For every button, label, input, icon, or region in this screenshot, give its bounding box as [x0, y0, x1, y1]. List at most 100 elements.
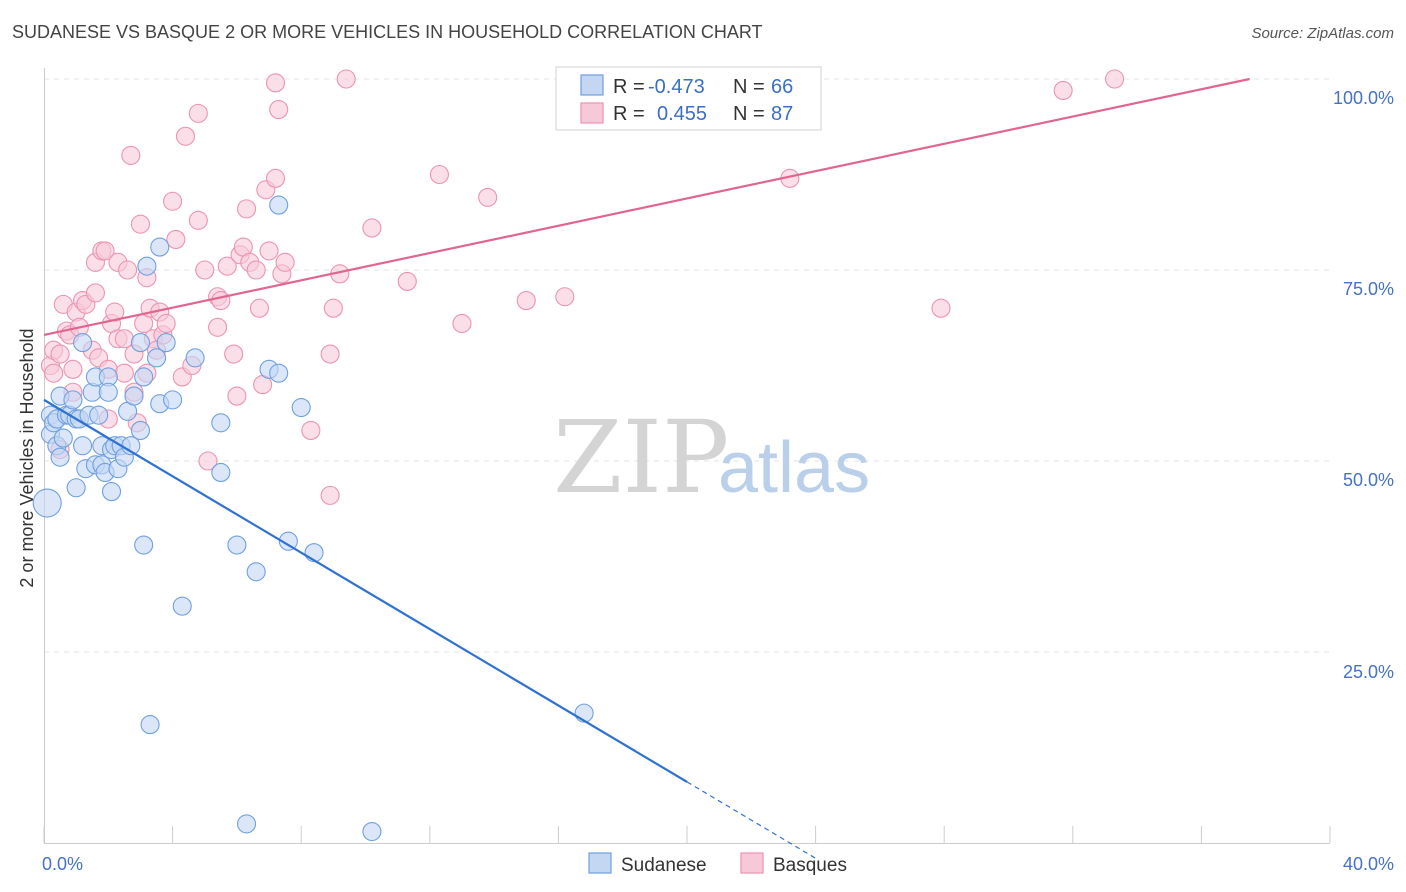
- legend-n-label-basques: N =: [733, 103, 765, 125]
- basques-point: [301, 420, 321, 440]
- legend-r-label-sudanese: R =: [613, 76, 645, 98]
- sudanese-point: [172, 596, 192, 616]
- sudanese-point: [574, 703, 594, 723]
- y-tick-label-100: 100.0%: [1333, 88, 1394, 108]
- basques-point: [217, 256, 237, 276]
- basques-point: [118, 260, 138, 280]
- series-legend-swatch-sudanese: [588, 852, 612, 874]
- basques-point: [516, 291, 536, 311]
- basques-point: [1105, 69, 1125, 89]
- watermark: ZIP atlas: [553, 399, 870, 516]
- basques-point: [121, 145, 141, 165]
- watermark-atlas: atlas: [718, 428, 870, 508]
- basques-point: [44, 363, 64, 383]
- series-legend: Sudanese Basques: [588, 852, 847, 876]
- x-tick-label-max: 40.0%: [1343, 854, 1394, 874]
- basques-point: [195, 260, 215, 280]
- legend-n-value-sudanese: 66: [771, 76, 793, 98]
- basques-point: [114, 329, 134, 349]
- basques-point: [249, 298, 269, 318]
- basques-point: [1053, 80, 1073, 101]
- sudanese-point: [163, 390, 183, 410]
- sudanese-point: [32, 488, 62, 518]
- sudanese-point: [278, 531, 298, 551]
- basques-point: [130, 214, 150, 234]
- legend-swatch-sudanese: [580, 74, 604, 96]
- series-legend-swatch-basques: [740, 852, 764, 874]
- sudanese-point: [185, 348, 205, 368]
- legend-r-label-basques: R =: [613, 103, 645, 125]
- series-basques-points: [40, 69, 1125, 505]
- basques-point: [166, 229, 186, 249]
- basques-point: [265, 168, 286, 188]
- basques-point: [95, 241, 115, 261]
- stats-legend: R = -0.473 N = 66 R = 0.455 N = 87: [555, 66, 822, 131]
- sudanese-point: [73, 436, 93, 456]
- sudanese-point: [89, 405, 109, 425]
- basques-point: [320, 344, 340, 364]
- sudanese-point: [362, 821, 382, 842]
- sudanese-point: [269, 363, 289, 383]
- sudanese-point: [269, 195, 289, 215]
- basques-point: [188, 210, 208, 230]
- sudanese-point: [156, 333, 176, 353]
- basques-point: [931, 298, 951, 318]
- sudanese-point: [63, 390, 83, 410]
- x-tick-label-min: 0.0%: [42, 854, 83, 874]
- chart-title: SUDANESE VS BASQUE 2 OR MORE VEHICLES IN…: [12, 22, 763, 42]
- basques-point: [323, 298, 343, 318]
- basques-point: [246, 260, 266, 280]
- sudanese-point: [146, 348, 167, 368]
- series-legend-label-sudanese: Sudanese: [621, 855, 707, 876]
- legend-swatch-basques: [580, 102, 604, 124]
- x-axis-ticks: [43, 826, 1331, 843]
- basques-point: [175, 126, 196, 146]
- sudanese-point: [304, 543, 324, 563]
- sudanese-point: [124, 386, 144, 406]
- sudanese-point: [130, 420, 150, 440]
- trend-lines: [43, 77, 1250, 859]
- sudanese-point: [291, 397, 311, 418]
- y-tick-label-75: 75.0%: [1343, 279, 1394, 299]
- sudanese-point: [211, 413, 231, 433]
- basques-point: [478, 187, 498, 207]
- legend-n-value-basques: 87: [771, 103, 793, 125]
- sudanese-point: [101, 482, 122, 502]
- basques-point: [236, 199, 257, 219]
- grid-lines: [44, 78, 1330, 653]
- basques-point: [224, 344, 244, 364]
- y-tick-label-25: 25.0%: [1343, 662, 1394, 682]
- basques-point: [188, 103, 208, 123]
- legend-r-value-basques: 0.455: [657, 103, 707, 125]
- basques-point: [452, 313, 472, 334]
- sudanese-point: [211, 462, 231, 483]
- sudanese-point: [134, 535, 154, 555]
- basques-point: [85, 283, 105, 303]
- sudanese-point: [73, 333, 93, 353]
- basques-point: [397, 271, 417, 292]
- basques-trend-line: [43, 77, 1250, 337]
- series-legend-label-basques: Basques: [773, 855, 847, 876]
- legend-r-value-sudanese: -0.473: [648, 76, 705, 98]
- basques-point: [227, 386, 247, 406]
- sudanese-point: [140, 715, 160, 735]
- basques-point: [156, 313, 176, 334]
- legend-n-label-sudanese: N =: [733, 76, 765, 98]
- series-sudanese-points: [32, 195, 594, 842]
- y-tick-label-50: 50.0%: [1343, 470, 1394, 490]
- sudanese-point: [227, 535, 247, 555]
- basques-point: [275, 252, 295, 272]
- basques-point: [114, 363, 134, 383]
- basques-point: [259, 241, 279, 261]
- basques-point: [265, 73, 286, 93]
- sudanese-point: [236, 814, 257, 834]
- sudanese-point: [137, 256, 157, 276]
- sudanese-point: [150, 237, 170, 257]
- basques-point: [163, 191, 183, 211]
- sudanese-point: [130, 333, 150, 353]
- sudanese-point: [53, 428, 73, 448]
- sudanese-point: [66, 478, 86, 498]
- watermark-zip: ZIP: [553, 399, 729, 516]
- basques-point: [50, 344, 70, 364]
